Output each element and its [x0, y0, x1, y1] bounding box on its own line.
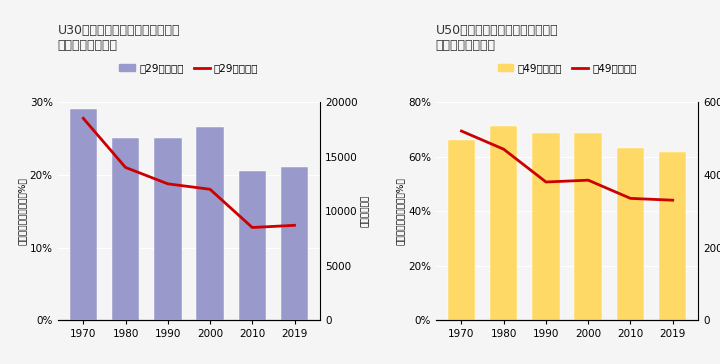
Y-axis label: 有権者に占める割合（%）: 有権者に占める割合（%）	[396, 177, 405, 245]
Bar	[197, 127, 224, 320]
Legend: ～49歳の人口, ～49歳の割合: ～49歳の人口, ～49歳の割合	[493, 59, 641, 78]
Bar	[112, 138, 139, 320]
Bar	[532, 133, 559, 320]
Bar	[154, 138, 181, 320]
Text: U50が有権者に占める割合の推移
（各年国勢調査）: U50が有権者に占める割合の推移 （各年国勢調査）	[436, 24, 559, 52]
Bar	[448, 140, 475, 320]
Legend: ～29歳の人口, ～29歳の割合: ～29歳の人口, ～29歳の割合	[115, 59, 263, 78]
Bar	[659, 153, 686, 320]
Bar	[70, 109, 97, 320]
Bar	[281, 167, 308, 320]
Bar	[617, 148, 644, 320]
Y-axis label: 有権者に占める割合（%）: 有権者に占める割合（%）	[18, 177, 27, 245]
Bar	[238, 171, 266, 320]
Bar	[490, 126, 518, 320]
Bar	[575, 133, 602, 320]
Text: U30が有権者に占める割合の推移
（各年国勢調査）: U30が有権者に占める割合の推移 （各年国勢調査）	[58, 24, 180, 52]
Y-axis label: 人口（千人）: 人口（千人）	[361, 195, 369, 227]
